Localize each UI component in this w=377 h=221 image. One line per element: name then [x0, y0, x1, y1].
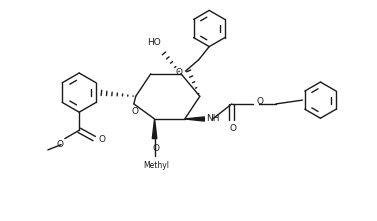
- Text: O: O: [98, 135, 105, 144]
- Polygon shape: [185, 117, 204, 121]
- Text: O: O: [132, 107, 139, 116]
- Text: O: O: [256, 97, 264, 106]
- Text: NH: NH: [207, 114, 220, 123]
- Text: HO: HO: [147, 38, 161, 47]
- Polygon shape: [152, 119, 157, 139]
- Text: O: O: [175, 68, 182, 77]
- Text: O: O: [57, 141, 64, 149]
- Text: Methyl: Methyl: [143, 161, 169, 170]
- Text: O: O: [229, 124, 236, 133]
- Text: O: O: [153, 144, 159, 153]
